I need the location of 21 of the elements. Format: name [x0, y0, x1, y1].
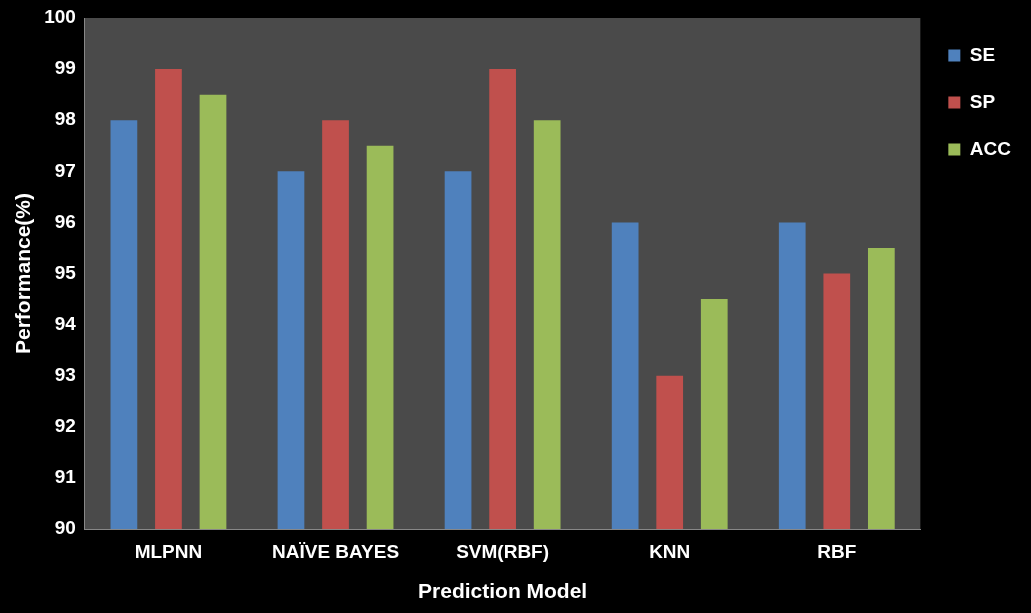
- y-tick-label: 95: [54, 261, 77, 283]
- y-tick-label: 93: [54, 363, 76, 385]
- y-tick-label: 90: [54, 517, 76, 539]
- y-tick-label: 91: [54, 466, 77, 488]
- x-tick-label: RBF: [817, 540, 857, 562]
- x-axis-title: Prediction Model: [418, 579, 588, 603]
- y-tick-label: 98: [54, 108, 76, 130]
- legend-label: SE: [969, 43, 996, 65]
- y-tick-label: 100: [44, 6, 76, 28]
- y-tick-label: 99: [54, 57, 76, 79]
- x-tick-label: NAÏVE BAYES: [272, 540, 400, 562]
- y-tick-label: 96: [54, 210, 76, 232]
- y-tick-label: 94: [54, 312, 77, 334]
- legend-label: SP: [969, 90, 996, 112]
- y-tick-label: 97: [54, 159, 76, 181]
- x-tick-label: KNN: [649, 540, 691, 562]
- y-tick-label: 92: [54, 415, 76, 437]
- y-axis-title: Performance(%): [11, 192, 35, 355]
- x-tick-label: SVM(RBF): [456, 540, 550, 562]
- x-tick-label: MLPNN: [134, 540, 203, 562]
- legend-label: ACC: [969, 137, 1012, 159]
